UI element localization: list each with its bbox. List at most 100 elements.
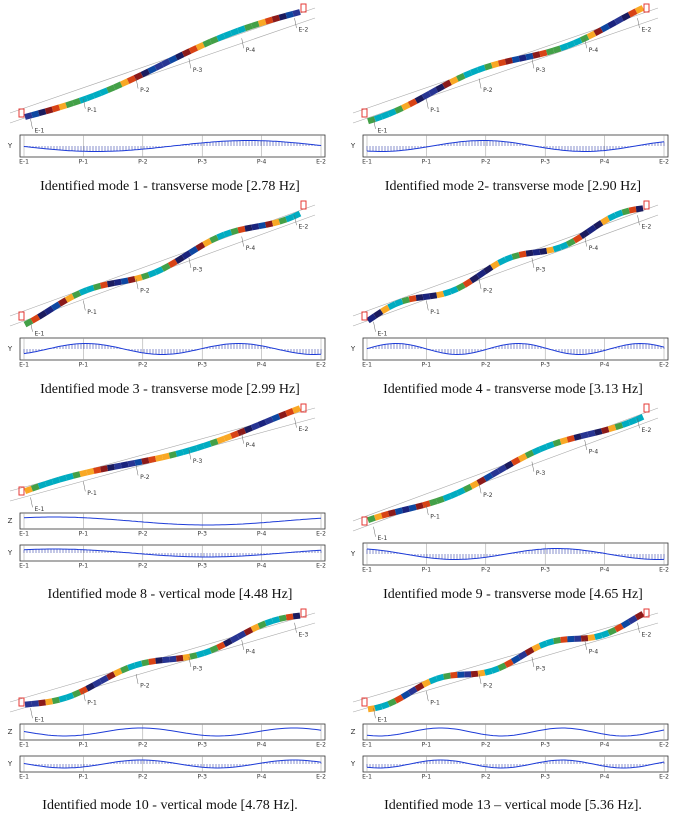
deck-segment	[174, 51, 185, 61]
deck-segment	[614, 15, 624, 25]
strip-tick-label: P-2	[138, 159, 148, 166]
deck-label: P-1	[87, 490, 97, 497]
mode-panel: Identified mode 8 - vertical mode [4.48 …	[7, 403, 326, 602]
deck-segment	[113, 668, 123, 677]
deck-segment	[223, 229, 233, 238]
deck-segment	[634, 611, 645, 621]
deck-segment	[579, 229, 590, 240]
deck-segment	[421, 678, 432, 688]
support-marker	[643, 608, 650, 618]
deck-segment	[243, 626, 254, 636]
deck-segment	[57, 297, 68, 307]
deck-segment	[553, 636, 562, 645]
deck-label: P-2	[140, 288, 150, 295]
support-marker	[18, 311, 25, 321]
deck-label: P-2	[140, 683, 150, 690]
strip-tick-label: E-1	[362, 362, 372, 369]
deck-label: P-1	[430, 514, 440, 521]
deck-segment	[559, 436, 569, 445]
deck-segment	[628, 417, 638, 426]
deck-segment	[497, 464, 508, 474]
deck-segment	[99, 674, 109, 685]
deck-label: E-1	[35, 506, 45, 513]
deck-segment	[202, 38, 212, 48]
deck-segment	[86, 468, 95, 476]
deck-segment	[72, 97, 81, 106]
pier-line	[83, 691, 86, 702]
deck-segment	[161, 452, 171, 461]
deck-segment	[222, 637, 233, 647]
deck-segment	[490, 665, 500, 674]
deck-segment	[600, 426, 610, 434]
strip-tick-label: P-3	[197, 742, 207, 749]
deck-label: E-1	[35, 330, 45, 337]
strip-tick-label: E-2	[659, 567, 669, 574]
deck-label: P-1	[430, 700, 440, 707]
deck-segment	[546, 246, 555, 254]
strip-tick-label: E-1	[19, 742, 29, 749]
strip-tick-label: P-4	[600, 362, 610, 369]
strip-tick-label: P-4	[600, 159, 610, 166]
deck-segment	[435, 83, 446, 93]
strip-tick-label: P-1	[422, 742, 432, 749]
deck-segment	[162, 656, 170, 664]
deck-segment	[580, 635, 589, 642]
pier-line	[373, 708, 376, 719]
deck-segment	[58, 694, 68, 703]
deck-segment	[196, 650, 205, 659]
deck-segment	[292, 9, 301, 17]
strip-tick-label: P-1	[79, 531, 89, 538]
deck-segment	[469, 480, 480, 490]
strip-axis-label: Z	[8, 728, 13, 736]
deck-segment	[161, 262, 171, 272]
deck-segment	[456, 72, 466, 82]
deck-label: P-4	[246, 648, 256, 655]
deck-segment	[93, 466, 102, 474]
deck-segment	[428, 87, 439, 97]
deck-segment	[285, 213, 295, 223]
deck-label: P-1	[430, 309, 440, 316]
deck-label: P-3	[536, 67, 546, 74]
support-marker	[18, 697, 25, 707]
deck-segment	[141, 659, 150, 667]
caption: Identified mode 8 - vertical mode [4.48 …	[48, 587, 293, 602]
strip-axis-label: Y	[350, 142, 356, 150]
strip-frame	[19, 723, 326, 741]
deck-segment	[120, 277, 129, 285]
deck-segment	[532, 51, 541, 59]
support-marker	[643, 403, 650, 413]
strip-tick-label: P-1	[79, 742, 89, 749]
deck-segment	[195, 241, 206, 252]
pier-line	[30, 708, 33, 719]
strip-tick-label: P-3	[540, 159, 550, 166]
deck-segment	[223, 30, 233, 39]
deck-segment	[552, 438, 562, 447]
strip-axis-label: Z	[351, 728, 356, 736]
strip-tick-label: P-4	[257, 531, 267, 538]
deck-label: E-2	[642, 224, 652, 231]
deck-segment	[51, 476, 61, 485]
deck-segment	[504, 57, 514, 65]
support-marker	[300, 3, 307, 13]
deck-segment	[37, 481, 47, 490]
strip-tick-label: P-3	[540, 742, 550, 749]
deck-segment	[106, 279, 115, 288]
strip-frame	[19, 755, 326, 773]
strip-tick-label: P-2	[481, 159, 491, 166]
strip-tick-label: E-2	[316, 159, 326, 166]
deck-segment	[497, 256, 507, 266]
pier-line	[426, 691, 429, 702]
deck-segment	[24, 700, 33, 708]
deck-segment	[504, 254, 514, 263]
deck-segment	[285, 613, 294, 621]
deck-segment	[572, 233, 583, 244]
deck-segment	[531, 446, 542, 456]
deck-label: E-3	[299, 631, 309, 638]
deck-segment	[373, 113, 383, 122]
deck-segment	[635, 205, 644, 213]
pier-line	[188, 257, 192, 268]
strip-tick-label: E-1	[19, 774, 29, 781]
strip-tick-label: P-1	[422, 362, 432, 369]
strip-tick-label: P-3	[540, 774, 550, 781]
deck-label: E-2	[642, 27, 652, 34]
